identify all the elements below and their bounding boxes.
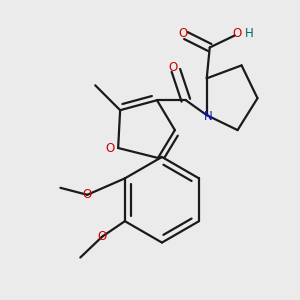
Text: N: N [204, 110, 213, 123]
Text: O: O [232, 27, 242, 40]
Text: H: H [244, 27, 253, 40]
Text: O: O [178, 27, 188, 40]
Text: O: O [105, 142, 114, 154]
Text: O: O [168, 61, 178, 74]
Text: O: O [98, 230, 107, 243]
Text: O: O [83, 188, 92, 201]
